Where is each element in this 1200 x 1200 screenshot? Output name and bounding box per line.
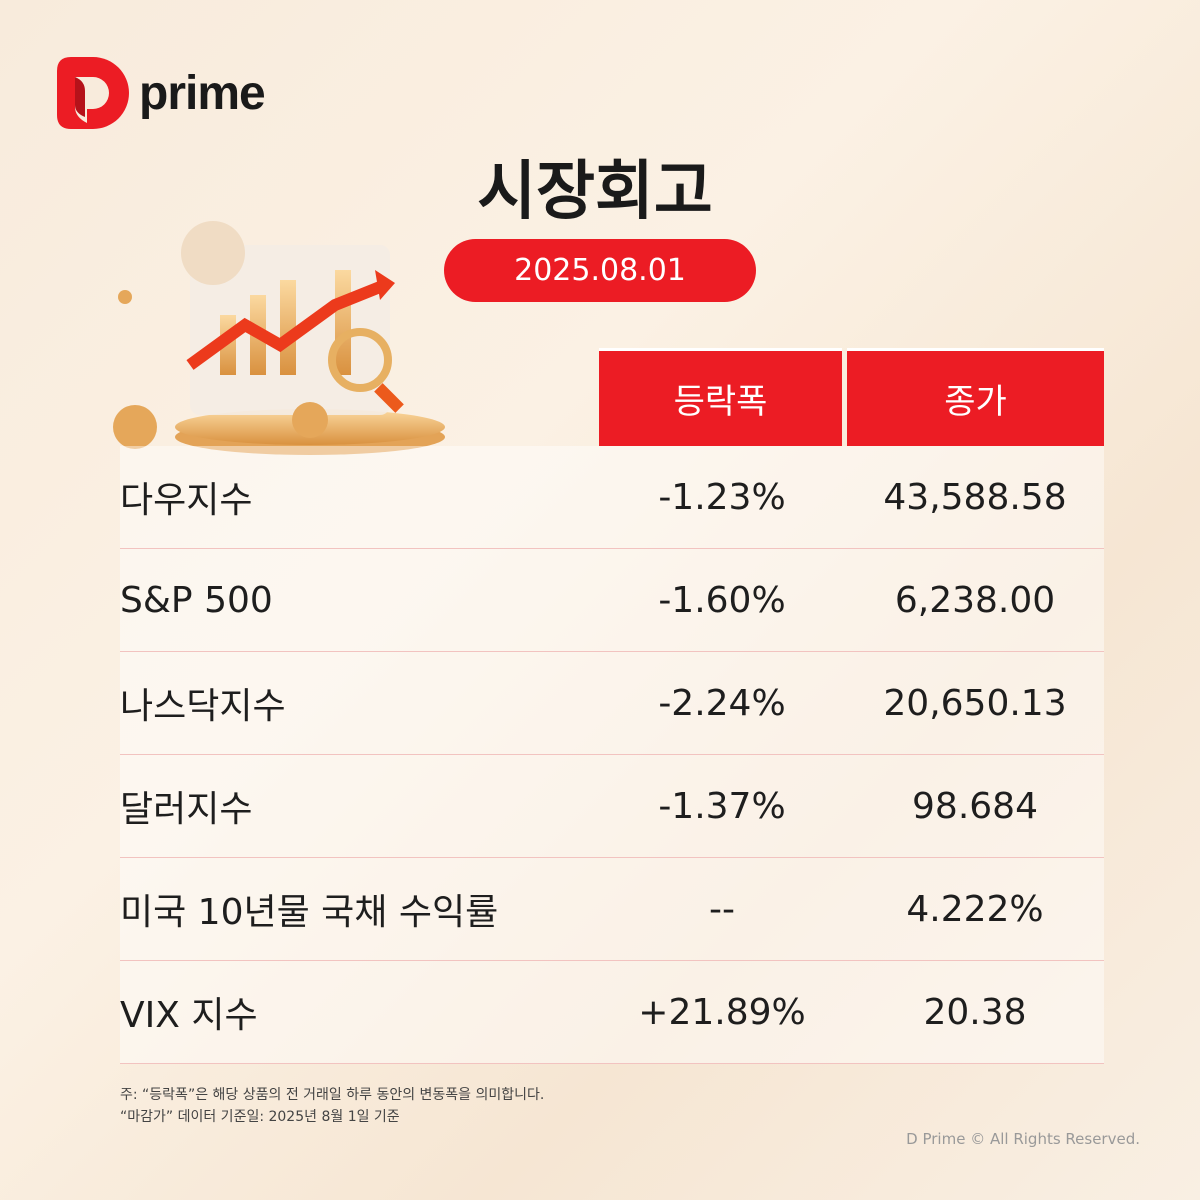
close-value: 43,588.58 [883, 476, 1067, 518]
index-name: S&P 500 [120, 579, 273, 621]
table-row: S&P 500 -1.60% 6,238.00 [120, 549, 1104, 652]
close-value: 4.222% [906, 888, 1044, 930]
logo: prime [57, 57, 266, 129]
index-name: VIX 지수 [120, 995, 258, 1036]
footnote: 주: “등락폭”은 해당 상품의 전 거래일 하루 동안의 변동폭을 의미합니다… [120, 1087, 545, 1103]
change-value: -1.23% [658, 476, 786, 518]
header-change: 등락폭 [599, 348, 842, 446]
logo-text: prime [139, 66, 266, 120]
close-value: 6,238.00 [894, 579, 1056, 621]
table-row: 나스닥지수 -2.24% 20,650.13 [120, 652, 1104, 755]
footnotes: 주: “등락폭”은 해당 상품의 전 거래일 하루 동안의 변동폭을 의미합니다… [120, 1084, 544, 1128]
header-close: 종가 [847, 348, 1104, 446]
table-row: 달러지수 -1.37% 98.684 [120, 755, 1104, 858]
index-name: 미국 10년물 국채 수익률 [120, 892, 499, 933]
table-row: VIX 지수 +21.89% 20.38 [120, 961, 1104, 1064]
change-value: -- [709, 888, 735, 930]
page-title: 시장회고 [477, 155, 713, 229]
logo-d-icon [57, 57, 129, 129]
chart-illustration-icon [113, 221, 445, 455]
change-value: -1.37% [658, 785, 786, 827]
copyright: D Prime © All Rights Reserved. [906, 1130, 1140, 1148]
change-value: -2.24% [658, 682, 786, 724]
close-value: 20.38 [923, 991, 1027, 1033]
change-value: +21.89% [638, 991, 806, 1033]
close-value: 98.684 [912, 785, 1038, 827]
table-row: 다우지수 -1.23% 43,588.58 [120, 446, 1104, 549]
index-name: 달러지수 [120, 789, 253, 830]
index-name: 나스닥지수 [120, 686, 286, 727]
footnote: “마감가” 데이터 기준일: 2025년 8월 1일 기준 [120, 1109, 400, 1125]
change-value: -1.60% [658, 579, 786, 621]
market-table: 다우지수 -1.23% 43,588.58 S&P 500 -1.60% 6,238.0… [120, 446, 1104, 1064]
index-name: 다우지수 [120, 480, 253, 521]
date-badge: 2025.08.01 [444, 239, 756, 302]
table-row: 미국 10년물 국채 수익률 -- 4.222% [120, 858, 1104, 961]
close-value: 20,650.13 [883, 682, 1067, 724]
